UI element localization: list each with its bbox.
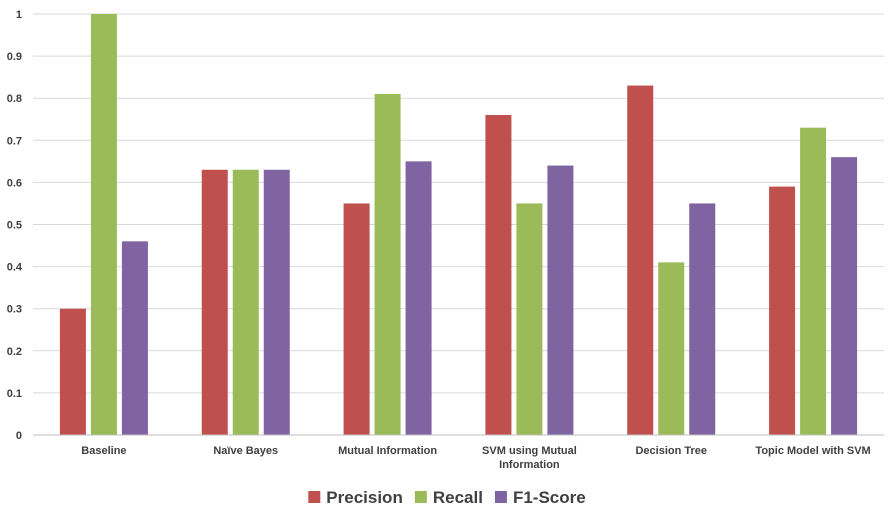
legend-label: F1-Score (513, 488, 586, 507)
bar-f1-score (689, 203, 716, 435)
bar-recall (658, 262, 685, 435)
bar-precision (201, 169, 228, 435)
bar-precision (769, 186, 796, 435)
bar-precision (485, 115, 512, 435)
gridlines (33, 13, 884, 394)
y-tick-label: 0.2 (7, 346, 22, 358)
x-category-label: Decision Tree (635, 445, 707, 457)
y-tick-label: 0.3 (7, 304, 22, 316)
bar-f1-score (405, 161, 432, 435)
x-category-label: SVM using Mutual Information (482, 445, 577, 471)
y-tick-label: 0.5 (7, 220, 22, 232)
bar-f1-score (831, 157, 858, 435)
legend-label: Recall (433, 488, 483, 507)
y-axis-tick-labels: 0 0.1 0.2 0.3 0.4 0.5 0.6 0.7 0.8 0.9 1 (7, 9, 23, 442)
y-tick-label: 0.7 (7, 135, 22, 147)
x-axis-category-labels: Baseline Naïve Bayes Mutual Information SVM… (81, 445, 870, 471)
legend-label: Precision (326, 488, 403, 507)
bar-f1-score (547, 165, 574, 435)
bar-f1-score (263, 169, 290, 435)
x-category-label: Topic Model with SVM (755, 445, 870, 457)
bar-precision (627, 85, 654, 435)
bar-precision (343, 203, 370, 435)
bar-recall (800, 127, 827, 436)
legend-swatch (308, 491, 321, 503)
x-category-label: Mutual Information (338, 445, 437, 457)
bar-recall (232, 169, 259, 435)
y-tick-label: 0.6 (7, 177, 22, 189)
bar-f1-score (121, 241, 148, 435)
y-tick-label: 0 (16, 430, 22, 442)
x-category-label: Baseline (81, 445, 126, 457)
legend: Precision Recall F1-Score (308, 488, 586, 507)
legend-swatch (494, 491, 507, 503)
y-tick-label: 0.4 (7, 262, 23, 274)
bars (59, 14, 858, 436)
y-tick-label: 0.9 (7, 51, 22, 63)
y-tick-label: 0.1 (7, 388, 22, 400)
y-tick-label: 0.8 (7, 93, 22, 105)
x-category-label: Naïve Bayes (213, 445, 278, 457)
bar-precision (59, 308, 86, 435)
bar-recall (90, 14, 117, 435)
bar-recall (374, 93, 401, 436)
y-tick-label: 1 (16, 9, 22, 21)
legend-swatch (414, 491, 427, 503)
bar-recall (516, 203, 543, 435)
